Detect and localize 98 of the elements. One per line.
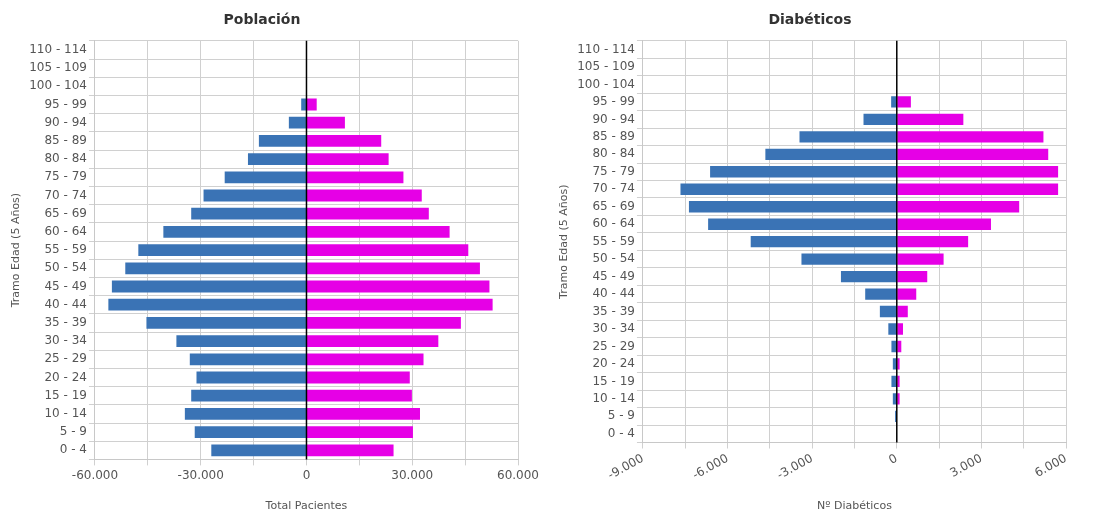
y-tick-label: 10 - 14	[44, 406, 87, 421]
bar	[189, 353, 306, 366]
bar	[306, 407, 420, 420]
x-tick-label: -30.000	[177, 467, 224, 482]
bar	[191, 207, 306, 220]
bar	[306, 134, 382, 147]
y-tick-label: 65 - 69	[592, 198, 635, 213]
y-tick-label: 105 - 109	[577, 59, 635, 74]
y-tick-label: 70 - 74	[44, 187, 87, 202]
bar	[306, 171, 404, 184]
y-tick-label: 15 - 19	[592, 373, 635, 388]
y-tick-label: 0 - 4	[59, 442, 87, 457]
y-tick-label: 10 - 14	[592, 390, 635, 405]
y-tick-label: 70 - 74	[592, 181, 635, 196]
y-tick-label: 40 - 44	[592, 286, 635, 301]
bar	[306, 98, 317, 111]
y-tick-label: 35 - 39	[44, 315, 87, 330]
y-tick-label: 20 - 24	[44, 369, 87, 384]
y-tick-label: 0 - 4	[607, 425, 635, 440]
y-tick-label: 100 - 104	[29, 78, 87, 93]
y-tick-label: 90 - 94	[592, 111, 635, 126]
bar	[258, 134, 306, 147]
y-tick-label: 75 - 79	[592, 163, 635, 178]
y-tick-label: 20 - 24	[592, 356, 635, 371]
y-tick-label: 75 - 79	[44, 169, 87, 184]
y-tick-label: 105 - 109	[29, 60, 87, 75]
y-tick-label: 25 - 29	[592, 338, 635, 353]
y-tick-label: 15 - 19	[44, 387, 87, 402]
bar	[163, 225, 306, 238]
y-tick-label: 60 - 64	[592, 216, 635, 231]
y-tick-label: 80 - 84	[44, 151, 87, 166]
bar	[306, 153, 389, 166]
y-tick-label: 50 - 54	[44, 260, 87, 275]
bar	[194, 426, 306, 439]
x-tick-label: 0	[886, 450, 900, 467]
bar	[301, 98, 306, 111]
bar	[306, 444, 394, 457]
y-tick-label: 60 - 64	[44, 224, 87, 239]
y-tick-label: 30 - 34	[592, 321, 635, 336]
y-tick-label: 5 - 9	[607, 408, 635, 423]
y-tick-label: 25 - 29	[44, 351, 87, 366]
bar	[306, 280, 490, 293]
bar	[306, 225, 450, 238]
y-tick-label: 90 - 94	[44, 114, 87, 129]
bar	[224, 171, 306, 184]
x-axis-title: Total Pacientes	[264, 499, 348, 513]
y-tick-label: 85 - 89	[44, 133, 87, 148]
bar	[247, 153, 306, 166]
bar	[306, 189, 422, 202]
y-tick-label: 30 - 34	[44, 333, 87, 348]
y-tick-label: 35 - 39	[592, 303, 635, 318]
bar	[306, 207, 429, 220]
y-tick-label: 95 - 99	[592, 94, 635, 109]
bar	[306, 262, 480, 275]
y-tick-label: 100 - 104	[577, 76, 635, 91]
y-tick-label: 40 - 44	[44, 296, 87, 311]
y-axis-title: Tramo Edad (5 Años)	[9, 192, 23, 309]
bar	[108, 298, 306, 311]
chart-title: Población	[223, 11, 301, 28]
y-tick-label: 55 - 59	[592, 233, 635, 248]
bar	[306, 298, 493, 311]
bar	[125, 262, 306, 275]
bar	[288, 116, 306, 129]
y-tick-label: 45 - 49	[592, 268, 635, 283]
bar	[306, 116, 345, 129]
chart-title: Diabéticos	[768, 11, 852, 28]
x-tick-label: -60.000	[71, 467, 119, 482]
bar	[306, 316, 461, 329]
bar	[203, 189, 306, 202]
bar	[146, 316, 306, 329]
y-tick-label: 45 - 49	[44, 278, 87, 293]
bar	[306, 244, 469, 257]
bar	[196, 371, 306, 384]
bar	[306, 371, 410, 384]
bar	[111, 280, 306, 293]
y-axis-title: Tramo Edad (5 Años)	[557, 184, 571, 300]
y-tick-label: 110 - 114	[577, 41, 635, 56]
bar	[184, 407, 306, 420]
x-tick-label: 30.000	[391, 467, 434, 482]
bar	[176, 335, 306, 348]
x-tick-label: 0	[302, 467, 311, 482]
bar	[306, 426, 413, 439]
bar	[191, 389, 306, 402]
bar	[138, 244, 306, 257]
y-tick-label: 85 - 89	[592, 128, 635, 143]
bar	[306, 353, 424, 366]
bar	[211, 444, 306, 457]
bar	[306, 335, 439, 348]
y-tick-label: 55 - 59	[44, 242, 87, 257]
x-axis-title: Nº Diabéticos	[817, 499, 893, 513]
y-tick-label: 95 - 99	[44, 96, 87, 111]
bar	[306, 389, 412, 402]
y-tick-label: 65 - 69	[44, 205, 87, 220]
y-tick-label: 80 - 84	[592, 146, 635, 161]
x-tick-label: 60.000	[497, 467, 539, 482]
y-tick-label: 5 - 9	[59, 424, 87, 439]
y-tick-label: 50 - 54	[592, 251, 635, 266]
y-tick-label: 110 - 114	[29, 42, 87, 57]
